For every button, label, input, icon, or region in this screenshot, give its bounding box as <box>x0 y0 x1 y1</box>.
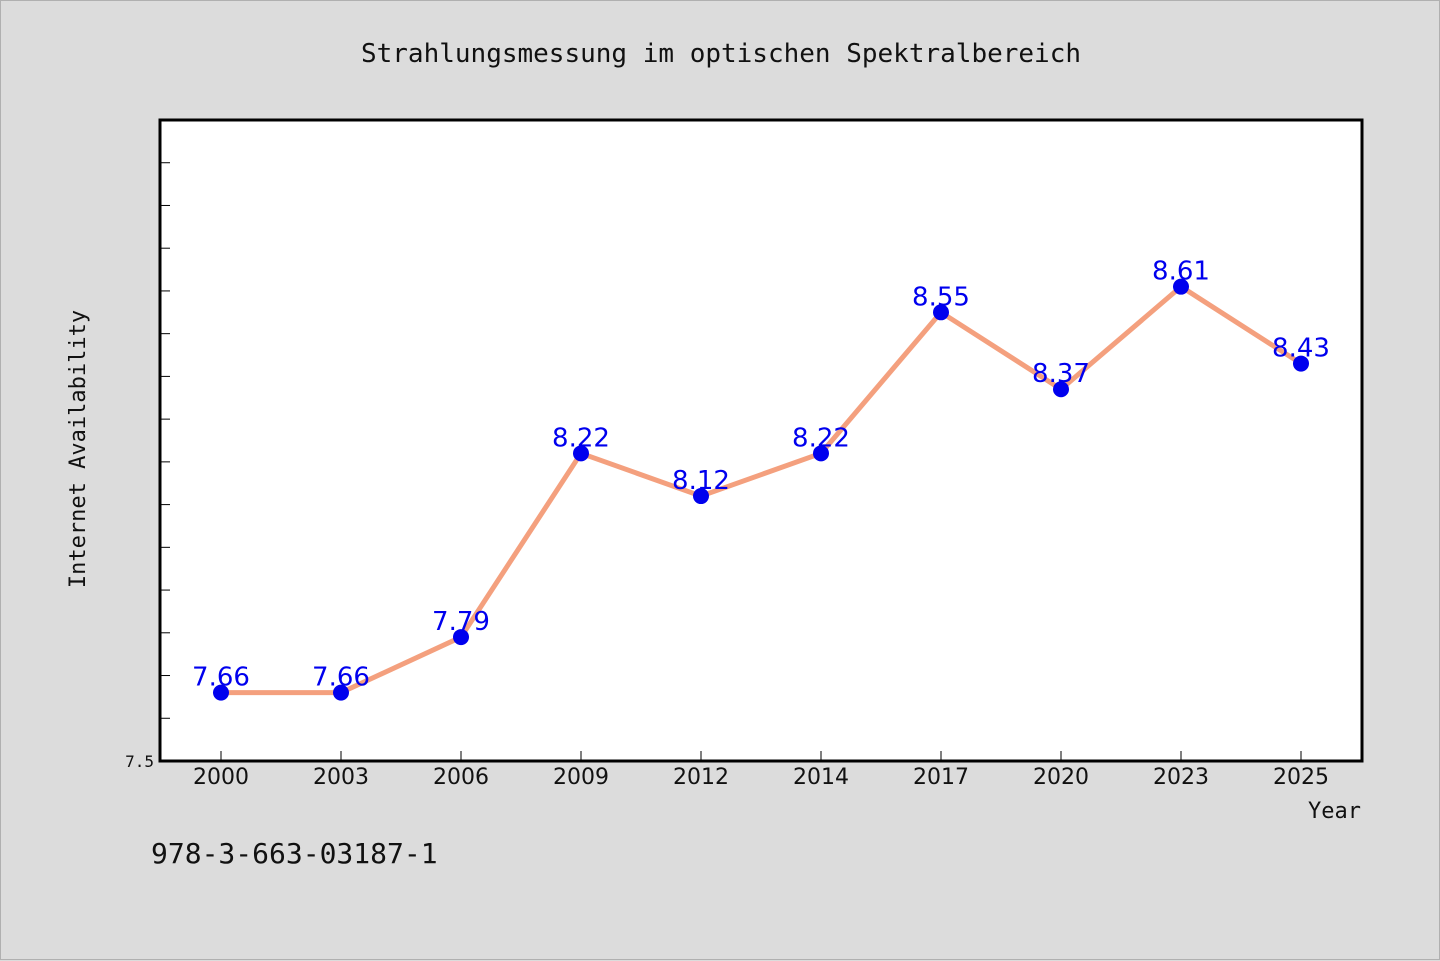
data-point <box>453 629 469 646</box>
data-labels: 7.66 7.66 7.79 8.22 8.12 8.22 8.55 8.37 8.61 8.43 <box>192 257 1330 693</box>
footer-code: 978-3-663-03187-1 <box>151 837 438 870</box>
x-tick-label: 2014 <box>793 765 849 790</box>
x-tick-label: 2020 <box>1033 765 1089 790</box>
x-tick-label: 2025 <box>1273 765 1329 790</box>
x-tick-label: 2003 <box>313 765 369 790</box>
data-point <box>333 684 349 701</box>
data-label: 7.79 <box>432 607 490 637</box>
data-label: 8.61 <box>1152 257 1210 287</box>
x-tick-label: 2009 <box>553 765 609 790</box>
x-tick-label: 2000 <box>193 765 249 790</box>
data-label: 8.37 <box>1032 359 1090 389</box>
y-axis-ticks: 7.5 <box>125 119 170 771</box>
data-label: 8.22 <box>792 423 850 453</box>
data-label: 7.66 <box>192 663 250 693</box>
data-point <box>933 304 949 321</box>
x-axis-ticks: 2000 2003 2006 2009 2012 2014 2017 2020 2023 2025 <box>193 751 1329 790</box>
x-tick-label: 2006 <box>433 765 489 790</box>
plot-area <box>158 118 1364 763</box>
series-line <box>221 284 1303 696</box>
data-point <box>573 445 589 462</box>
data-label: 8.55 <box>912 282 970 312</box>
x-tick-label: 2017 <box>913 765 969 790</box>
chart-title: Strahlungsmessung im optischen Spektralb… <box>361 39 1081 69</box>
x-tick-label: 2012 <box>673 765 729 790</box>
data-point <box>1053 381 1069 398</box>
data-point <box>1173 278 1189 295</box>
data-point <box>693 488 709 505</box>
data-point <box>213 684 229 701</box>
data-point <box>813 445 829 462</box>
x-axis-label: Year <box>1308 799 1361 824</box>
series-markers <box>213 278 1309 701</box>
y-tick-label: 7.5 <box>125 752 154 771</box>
data-label: 8.43 <box>1272 334 1330 364</box>
data-label: 8.12 <box>672 466 730 496</box>
y-axis-label: Internet Availability <box>66 310 91 588</box>
data-label: 8.22 <box>552 423 610 453</box>
data-label: 7.66 <box>312 663 370 693</box>
x-tick-label: 2023 <box>1153 765 1209 790</box>
data-point <box>1293 355 1309 372</box>
